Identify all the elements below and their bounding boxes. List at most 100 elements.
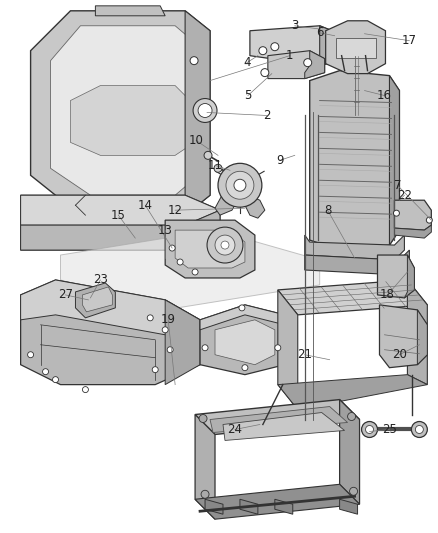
Text: 19: 19	[161, 313, 176, 326]
Polygon shape	[195, 415, 215, 519]
Circle shape	[271, 43, 279, 51]
Circle shape	[415, 425, 424, 433]
Polygon shape	[339, 400, 360, 504]
Polygon shape	[326, 21, 385, 74]
Circle shape	[190, 56, 198, 64]
Polygon shape	[185, 11, 210, 215]
Polygon shape	[305, 51, 325, 78]
Text: 21: 21	[297, 348, 312, 361]
Circle shape	[275, 345, 281, 351]
Polygon shape	[82, 287, 112, 312]
Polygon shape	[200, 305, 285, 330]
Polygon shape	[21, 195, 220, 250]
Circle shape	[202, 345, 208, 351]
Text: 17: 17	[402, 34, 417, 47]
Circle shape	[218, 163, 262, 207]
Text: 20: 20	[392, 348, 407, 361]
Polygon shape	[278, 375, 427, 409]
Circle shape	[82, 386, 88, 393]
Circle shape	[348, 413, 356, 421]
Polygon shape	[378, 255, 414, 298]
Polygon shape	[71, 86, 190, 155]
Polygon shape	[278, 280, 427, 315]
Polygon shape	[379, 305, 427, 368]
Circle shape	[234, 179, 246, 191]
Polygon shape	[50, 26, 195, 195]
Polygon shape	[21, 210, 220, 250]
Polygon shape	[215, 192, 238, 215]
Text: 27: 27	[58, 288, 73, 301]
Text: 25: 25	[382, 423, 397, 436]
Circle shape	[28, 352, 34, 358]
Circle shape	[411, 422, 427, 438]
Polygon shape	[305, 250, 410, 275]
Polygon shape	[250, 26, 345, 66]
Text: 23: 23	[93, 273, 108, 286]
Circle shape	[152, 367, 158, 373]
Circle shape	[192, 269, 198, 275]
Text: 1: 1	[286, 49, 293, 62]
Polygon shape	[395, 200, 431, 230]
Polygon shape	[31, 11, 210, 215]
Polygon shape	[21, 280, 200, 385]
Text: 11: 11	[208, 159, 223, 172]
Polygon shape	[21, 195, 220, 225]
Circle shape	[198, 103, 212, 117]
Text: 3: 3	[291, 19, 298, 33]
Text: 24: 24	[227, 423, 243, 436]
Text: 9: 9	[276, 154, 283, 167]
Circle shape	[53, 377, 59, 383]
Circle shape	[177, 259, 183, 265]
Text: 13: 13	[158, 224, 173, 237]
Circle shape	[366, 425, 374, 433]
Text: 6: 6	[316, 26, 323, 39]
Circle shape	[167, 347, 173, 353]
Circle shape	[221, 178, 229, 186]
Text: 4: 4	[243, 56, 251, 69]
Polygon shape	[205, 499, 223, 514]
Polygon shape	[175, 230, 245, 268]
Circle shape	[261, 69, 269, 77]
Text: 8: 8	[324, 204, 331, 217]
Circle shape	[201, 490, 209, 498]
Text: 5: 5	[244, 89, 251, 102]
Circle shape	[42, 369, 49, 375]
Text: 15: 15	[111, 208, 126, 222]
Text: 7: 7	[394, 179, 401, 192]
Polygon shape	[275, 499, 293, 514]
Polygon shape	[95, 6, 165, 16]
Polygon shape	[21, 280, 200, 335]
Polygon shape	[404, 255, 414, 298]
Polygon shape	[305, 235, 404, 260]
Circle shape	[350, 487, 357, 495]
Polygon shape	[195, 400, 360, 434]
Polygon shape	[395, 225, 431, 238]
Polygon shape	[200, 305, 290, 375]
Text: 12: 12	[168, 204, 183, 217]
Polygon shape	[165, 300, 200, 385]
Polygon shape	[268, 51, 325, 78]
Circle shape	[221, 241, 229, 249]
Text: 2: 2	[263, 109, 271, 122]
Polygon shape	[336, 38, 375, 58]
Circle shape	[226, 171, 254, 199]
Text: 18: 18	[380, 288, 395, 301]
Circle shape	[304, 59, 312, 67]
Circle shape	[162, 327, 168, 333]
Polygon shape	[320, 26, 345, 66]
Circle shape	[199, 415, 207, 423]
Text: 14: 14	[138, 199, 153, 212]
Polygon shape	[278, 290, 298, 409]
Polygon shape	[195, 484, 360, 519]
Circle shape	[147, 315, 153, 321]
Polygon shape	[210, 407, 348, 432]
Circle shape	[214, 164, 222, 172]
Polygon shape	[310, 71, 399, 250]
Text: 10: 10	[189, 134, 204, 147]
Text: 16: 16	[377, 89, 392, 102]
Circle shape	[204, 151, 212, 159]
Polygon shape	[60, 230, 320, 310]
Polygon shape	[223, 413, 345, 440]
Circle shape	[361, 422, 378, 438]
Polygon shape	[240, 499, 258, 514]
